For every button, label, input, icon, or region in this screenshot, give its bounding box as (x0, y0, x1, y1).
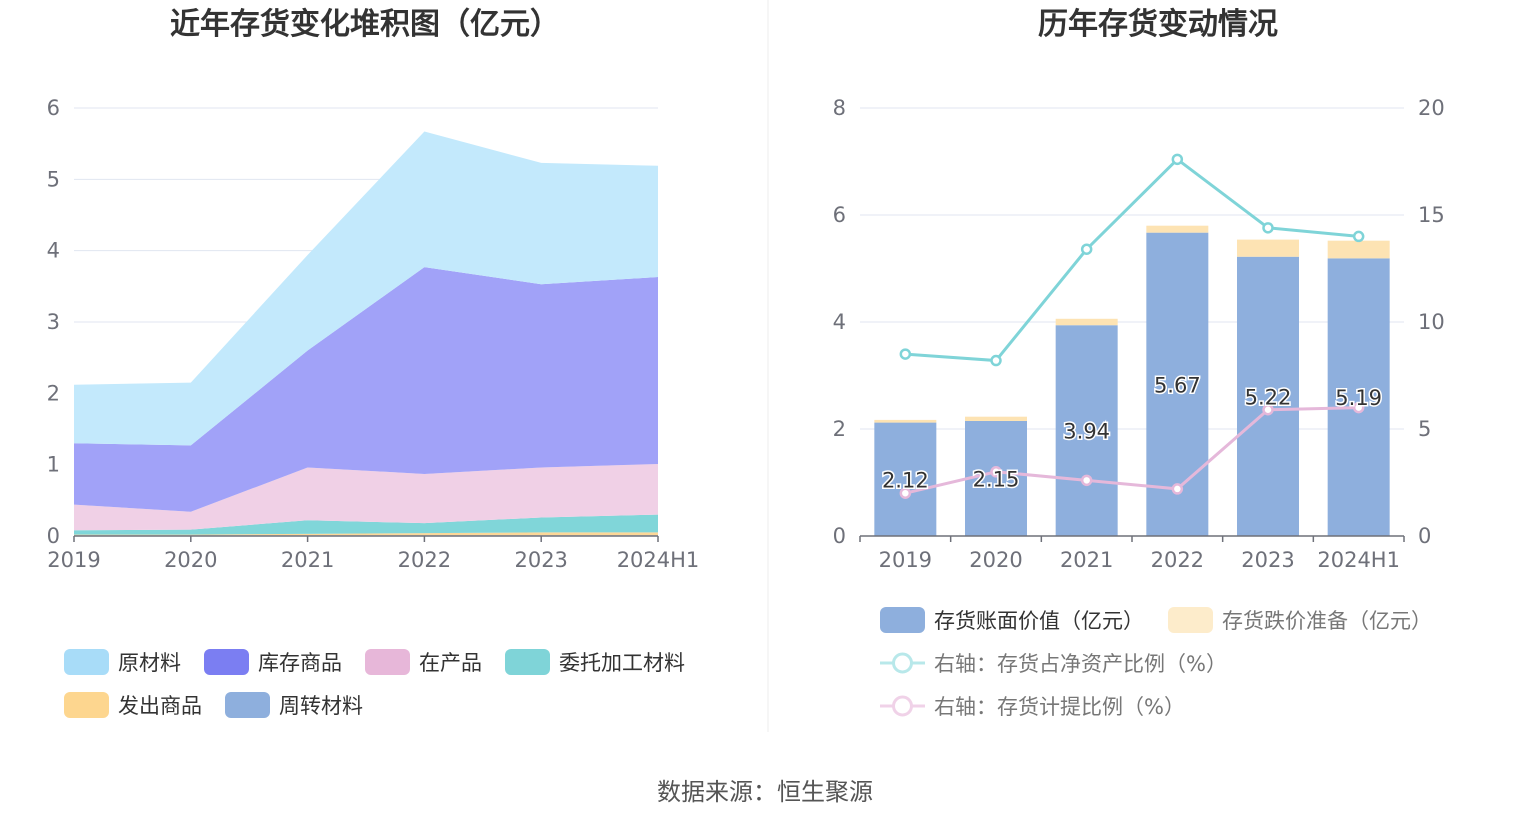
left-x-tick-label: 2019 (47, 548, 100, 572)
bar-impairment (1055, 318, 1118, 326)
area-委托加工材料 (74, 514, 658, 535)
bar-value-label: 2.15 (973, 467, 1020, 491)
bar-value-label: 3.94 (1063, 420, 1110, 444)
legend-swatch-发出商品 (64, 692, 109, 718)
legend-swatch-周转材料 (225, 692, 270, 718)
left-x-tick-label: 2020 (164, 548, 217, 572)
legend-line-marker (892, 652, 913, 674)
area-原材料 (74, 131, 658, 446)
right-x-tick-label: 2020 (969, 548, 1022, 572)
right-axis-tick-label: 10 (1418, 310, 1445, 334)
left-chart-title: 近年存货变化堆积图（亿元） (170, 7, 560, 42)
legend-label-周转材料: 周转材料 (279, 694, 363, 718)
bar-impairment (1237, 239, 1299, 257)
right-bar-line-chart: 0 2 4 6 8 0 5 10 15 20 2019 2020 2021 2022 2023 2024H1 2… (833, 96, 1445, 572)
bar-value-label: 2.12 (882, 468, 929, 492)
left-axis-tick-label: 2 (833, 417, 846, 441)
bar-impairment (874, 419, 937, 423)
point-impairment-ratio (1171, 483, 1184, 495)
left-axis-tick-label: 0 (833, 524, 846, 548)
bar-impairment (1327, 240, 1390, 259)
right-x-tick-label: 2023 (1241, 548, 1294, 572)
left-x-tick-label: 2023 (514, 548, 567, 572)
point-inventory-to-net-assets (990, 354, 1002, 367)
right-axis-tick-label: 5 (1418, 417, 1431, 441)
right-x-tick-label: 2021 (1060, 548, 1113, 572)
bar-value-label: 5.22 (1245, 385, 1292, 409)
line-impairment-ratio (904, 406, 1359, 495)
point-impairment-ratio (1262, 403, 1274, 416)
legend-line-marker (892, 695, 913, 717)
legend-label-发出商品: 发出商品 (118, 694, 202, 718)
legend-swatch-impairment (1168, 607, 1213, 633)
legend-label-库存商品: 库存商品 (258, 651, 342, 675)
area-库存商品 (74, 267, 658, 512)
legend-label-在产品: 在产品 (419, 651, 482, 675)
left-y-tick-label: 5 (47, 167, 60, 191)
point-impairment-ratio (1352, 401, 1365, 414)
left-axis-tick-label: 6 (833, 203, 846, 227)
legend-swatch-原材料 (64, 649, 109, 675)
line-inventory-to-net-assets (905, 157, 1359, 363)
bar-book-value (1327, 258, 1390, 536)
point-impairment-ratio (1080, 474, 1093, 487)
bar-book-value (874, 422, 937, 536)
point-impairment-ratio (990, 466, 1002, 478)
bar-book-value (965, 420, 1027, 536)
area-在产品 (74, 463, 658, 531)
left-x-tick-label: 2021 (281, 548, 334, 572)
left-axis-tick-label: 8 (833, 96, 846, 120)
right-x-tick-label: 2024H1 (1317, 548, 1400, 572)
legend-label-委托加工材料: 委托加工材料 (559, 651, 685, 675)
right-x-tick-label: 2019 (879, 548, 932, 572)
right-axis-tick-label: 20 (1418, 96, 1445, 120)
point-inventory-to-net-assets (1080, 243, 1093, 255)
left-y-tick-label: 3 (47, 310, 60, 334)
legend-label-line: 右轴：存货占净资产比例（%） (934, 652, 1227, 676)
left-y-tick-label: 0 (47, 524, 60, 548)
bar-book-value (1237, 256, 1299, 536)
point-inventory-to-net-assets (1171, 153, 1184, 166)
legend-swatch-在产品 (365, 649, 410, 675)
legend-swatch-委托加工材料 (505, 649, 550, 675)
left-y-tick-label: 1 (47, 453, 60, 477)
point-inventory-to-net-assets (1352, 230, 1365, 243)
legend-label-line: 右轴：存货计提比例（%） (934, 695, 1185, 719)
right-axis-tick-label: 0 (1418, 524, 1431, 548)
legend-swatch-库存商品 (204, 649, 249, 675)
left-x-tick-label: 2022 (398, 548, 451, 572)
data-source: 数据来源：恒生聚源 (657, 778, 873, 806)
point-impairment-ratio (899, 487, 912, 499)
point-inventory-to-net-assets (899, 348, 912, 360)
bar-impairment (965, 416, 1027, 421)
bar-value-label: 5.19 (1335, 386, 1382, 410)
right-chart-title: 历年存货变动情况 (1038, 7, 1278, 42)
right-axis-tick-label: 15 (1418, 203, 1445, 227)
point-inventory-to-net-assets (1262, 222, 1274, 234)
left-axis-tick-label: 4 (833, 310, 846, 334)
legend-swatch-book-value (880, 607, 925, 633)
area-发出商品 (74, 532, 658, 536)
legend-label-原材料: 原材料 (118, 651, 181, 675)
right-x-tick-label: 2022 (1151, 548, 1204, 572)
bar-impairment (1146, 225, 1209, 233)
left-y-tick-label: 2 (47, 381, 60, 405)
legend-label-book-value: 存货账面价值（亿元） (934, 609, 1144, 633)
left-x-tick-label: 2024H1 (617, 548, 700, 572)
left-stacked-area-chart: 0 1 2 3 4 5 6 2019 2020 2021 2022 2023 2024H1 (47, 96, 700, 572)
right-legend: 存货账面价值（亿元） 存货跌价准备（亿元） 右轴：存货占净资产比例（%） 右轴：存货计… (880, 607, 1432, 719)
left-y-tick-label: 4 (47, 239, 60, 263)
bar-value-label: 5.67 (1154, 373, 1201, 397)
legend-label-impairment: 存货跌价准备（亿元） (1222, 609, 1432, 633)
bar-book-value (1055, 325, 1118, 536)
left-y-tick-label: 6 (47, 96, 60, 120)
